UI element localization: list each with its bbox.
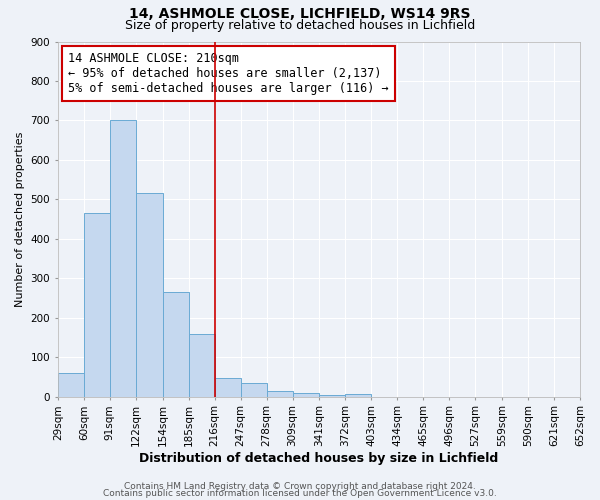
Bar: [319, 394, 346, 396]
Bar: [241, 383, 266, 396]
Bar: [188, 334, 215, 396]
Bar: [84, 213, 110, 396]
Text: Contains HM Land Registry data © Crown copyright and database right 2024.: Contains HM Land Registry data © Crown c…: [124, 482, 476, 491]
Text: 14, ASHMOLE CLOSE, LICHFIELD, WS14 9RS: 14, ASHMOLE CLOSE, LICHFIELD, WS14 9RS: [129, 8, 471, 22]
Y-axis label: Number of detached properties: Number of detached properties: [15, 132, 25, 307]
Bar: [163, 292, 188, 397]
Text: 14 ASHMOLE CLOSE: 210sqm
← 95% of detached houses are smaller (2,137)
5% of semi: 14 ASHMOLE CLOSE: 210sqm ← 95% of detach…: [68, 52, 389, 95]
Bar: [215, 378, 241, 396]
Bar: [293, 392, 319, 396]
Bar: [110, 120, 136, 396]
Bar: [266, 391, 293, 396]
Bar: [58, 373, 84, 396]
X-axis label: Distribution of detached houses by size in Lichfield: Distribution of detached houses by size …: [139, 452, 499, 465]
Bar: [136, 194, 163, 396]
Text: Contains public sector information licensed under the Open Government Licence v3: Contains public sector information licen…: [103, 488, 497, 498]
Bar: [346, 394, 371, 396]
Text: Size of property relative to detached houses in Lichfield: Size of property relative to detached ho…: [125, 18, 475, 32]
